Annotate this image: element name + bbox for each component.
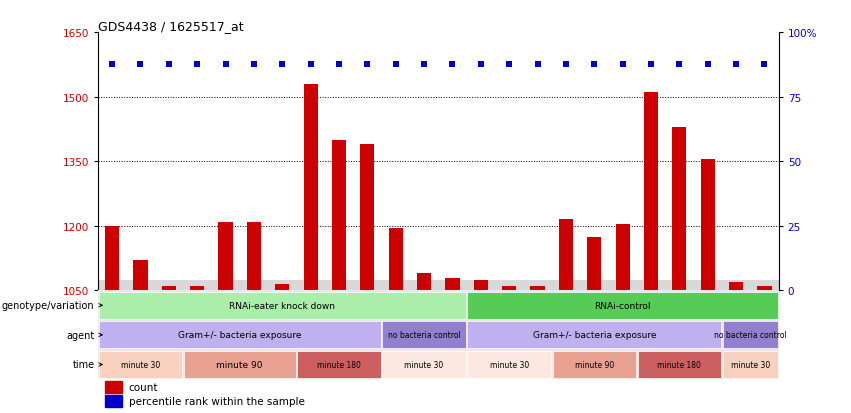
Bar: [304, 85, 317, 291]
Text: genotype/variation: genotype/variation: [2, 301, 94, 311]
Bar: [615, 224, 630, 291]
Bar: [530, 287, 545, 291]
Bar: [247, 222, 261, 291]
Bar: [729, 282, 743, 291]
Bar: [467, 292, 778, 319]
Text: time: time: [72, 360, 94, 370]
Text: Gram+/- bacteria exposure: Gram+/- bacteria exposure: [178, 330, 301, 339]
Text: count: count: [129, 382, 158, 392]
Bar: [672, 128, 687, 291]
Text: no bacteria control: no bacteria control: [714, 330, 786, 339]
Bar: [382, 321, 465, 349]
Bar: [637, 351, 721, 378]
Bar: [162, 287, 176, 291]
Text: minute 30: minute 30: [731, 360, 770, 369]
Bar: [382, 351, 465, 378]
Bar: [417, 273, 431, 291]
Text: minute 90: minute 90: [216, 360, 263, 369]
Bar: [99, 292, 465, 319]
Bar: [275, 284, 289, 291]
Text: minute 30: minute 30: [489, 360, 528, 369]
Text: minute 90: minute 90: [574, 360, 614, 369]
Bar: [467, 321, 721, 349]
Text: percentile rank within the sample: percentile rank within the sample: [129, 396, 305, 406]
Bar: [190, 287, 204, 291]
Bar: [587, 237, 602, 291]
Text: Gram+/- bacteria exposure: Gram+/- bacteria exposure: [533, 330, 656, 339]
Bar: [184, 351, 295, 378]
Text: RNAi-control: RNAi-control: [594, 301, 651, 310]
Text: minute 180: minute 180: [317, 360, 361, 369]
Bar: [105, 395, 122, 407]
Bar: [134, 261, 147, 291]
Bar: [445, 278, 460, 291]
Text: agent: agent: [66, 330, 94, 340]
Bar: [502, 287, 517, 291]
Text: GDS4438 / 1625517_at: GDS4438 / 1625517_at: [98, 20, 243, 33]
Text: RNAi-eater knock down: RNAi-eater knock down: [229, 301, 335, 310]
Bar: [297, 351, 380, 378]
Text: no bacteria control: no bacteria control: [388, 330, 460, 339]
Bar: [559, 220, 573, 291]
Bar: [700, 160, 715, 291]
Bar: [474, 280, 488, 291]
Text: minute 180: minute 180: [658, 360, 701, 369]
Bar: [98, 280, 779, 291]
Bar: [360, 145, 374, 291]
Bar: [105, 226, 119, 291]
Bar: [467, 351, 551, 378]
Bar: [722, 351, 778, 378]
Bar: [219, 222, 232, 291]
Bar: [389, 228, 403, 291]
Bar: [552, 351, 636, 378]
Text: minute 30: minute 30: [121, 360, 160, 369]
Bar: [332, 140, 346, 291]
Text: minute 30: minute 30: [404, 360, 443, 369]
Bar: [105, 381, 122, 394]
Bar: [722, 321, 778, 349]
Bar: [757, 287, 772, 291]
Bar: [99, 321, 380, 349]
Bar: [644, 93, 658, 291]
Bar: [99, 351, 182, 378]
